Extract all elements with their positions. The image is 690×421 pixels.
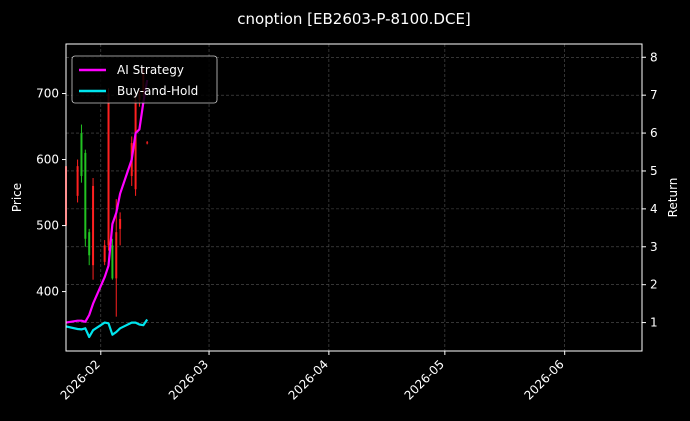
legend: AI Strategy Buy-and-Hold [71,55,218,104]
y2-tick-label: 7 [650,88,658,102]
candles [65,67,149,317]
candle-body [84,152,87,239]
series-line-2 [65,318,149,339]
plot-frame [65,43,643,352]
candle-body [88,232,91,256]
y2-tick-label: 5 [650,164,658,178]
y-tick-label: 500 [36,219,59,233]
y-axis-title: Price [10,183,24,212]
candle-body [111,245,114,279]
x-tick-label: 2026-05 [402,357,447,402]
y-tick-label: 600 [36,153,59,167]
y2-tick-label: 1 [650,316,658,330]
grid [66,44,642,351]
y-axis-right: 1 2 3 4 5 6 7 8 [642,50,658,330]
candle-body [103,245,106,262]
series-line-1 [65,79,149,324]
candle-body [92,185,95,266]
y2-tick-label: 8 [650,50,658,64]
legend-label: AI Strategy [117,63,184,77]
x-tick-label: 2026-02 [58,357,103,402]
y2-tick-label: 3 [650,240,658,254]
x-tick-label: 2026-06 [521,357,566,402]
x-tick-label: 2026-04 [286,357,331,402]
legend-label: Buy-and-Hold [117,84,198,98]
chart-title: cnoption [EB2603-P-8100.DCE] [237,10,471,28]
y-tick-label: 700 [36,87,59,101]
y2-tick-label: 4 [650,202,658,216]
candle-body [146,142,149,144]
y-tick-label: 400 [36,285,59,299]
y2-tick-label: 6 [650,126,658,140]
x-axis: 2026-02 2026-03 2026-04 2026-05 2026-06 [58,351,567,403]
y2-axis-title: Return [666,178,680,218]
x-tick-label: 2026-03 [166,357,211,402]
legend-box [71,55,218,104]
candle-body [76,166,79,196]
candle-body [134,100,137,190]
candle-body [115,232,118,279]
candle-body [119,218,122,229]
candle-body [80,133,83,177]
y-axis-left: 400 500 600 700 [36,87,66,299]
series-lines [65,79,149,339]
y2-tick-label: 2 [650,278,658,292]
candle-body [107,93,110,246]
